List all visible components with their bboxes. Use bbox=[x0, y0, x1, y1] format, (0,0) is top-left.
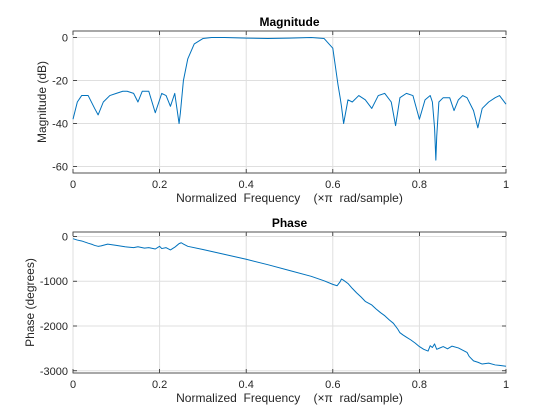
phase-y-tick-label: 0 bbox=[62, 231, 68, 243]
phase-x-tick-label: 0.2 bbox=[152, 379, 167, 391]
magnitude-y-tick-label: -20 bbox=[52, 75, 68, 87]
magnitude-x-tick-label: 0 bbox=[70, 179, 76, 191]
phase-y-axis-label: Phase (degrees) bbox=[23, 258, 37, 347]
phase-x-tick-label: 0.6 bbox=[325, 379, 340, 391]
magnitude-y-tick-label: -60 bbox=[52, 162, 68, 174]
phase-plot: 0 0.2 0.4 0.6 0.8 1 0 -1000 -2000 -3000 Phase Norma… bbox=[23, 216, 509, 405]
magnitude-x-tick-label: 1 bbox=[503, 179, 509, 191]
magnitude-x-tick-label: 0.8 bbox=[412, 179, 427, 191]
phase-x-tick-label: 0 bbox=[70, 379, 76, 391]
magnitude-x-axis-label: Normalized Frequency (×π rad/sample) bbox=[176, 191, 403, 205]
magnitude-axes-frame bbox=[72, 30, 507, 174]
magnitude-y-tick-label: -40 bbox=[52, 119, 68, 131]
phase-series-line bbox=[72, 238, 507, 367]
phase-x-tick-label: 0.8 bbox=[412, 379, 427, 391]
phase-x-tick-label: 1 bbox=[503, 379, 509, 391]
phase-x-axis-label: Normalized Frequency (×π rad/sample) bbox=[176, 391, 403, 405]
magnitude-title: Magnitude bbox=[260, 15, 320, 29]
phase-axes-frame bbox=[72, 231, 507, 374]
phase-y-tick-label: -2000 bbox=[40, 321, 68, 333]
magnitude-y-tick-label: 0 bbox=[62, 32, 68, 44]
phase-y-tick-label: -3000 bbox=[40, 366, 68, 378]
magnitude-x-tick-label: 0.4 bbox=[239, 179, 254, 191]
magnitude-series-line bbox=[72, 36, 507, 161]
magnitude-x-tick-label: 0.6 bbox=[325, 179, 340, 191]
phase-y-tick-label: -1000 bbox=[40, 276, 68, 288]
magnitude-x-tick-label: 0.2 bbox=[152, 179, 167, 191]
phase-title: Phase bbox=[272, 216, 308, 230]
magnitude-plot: 0 0.2 0.4 0.6 0.8 1 0 -20 -40 -60 Magnitude Normali… bbox=[35, 15, 509, 205]
magnitude-y-axis-label: Magnitude (dB) bbox=[35, 61, 49, 143]
phase-x-tick-label: 0.4 bbox=[239, 379, 254, 391]
